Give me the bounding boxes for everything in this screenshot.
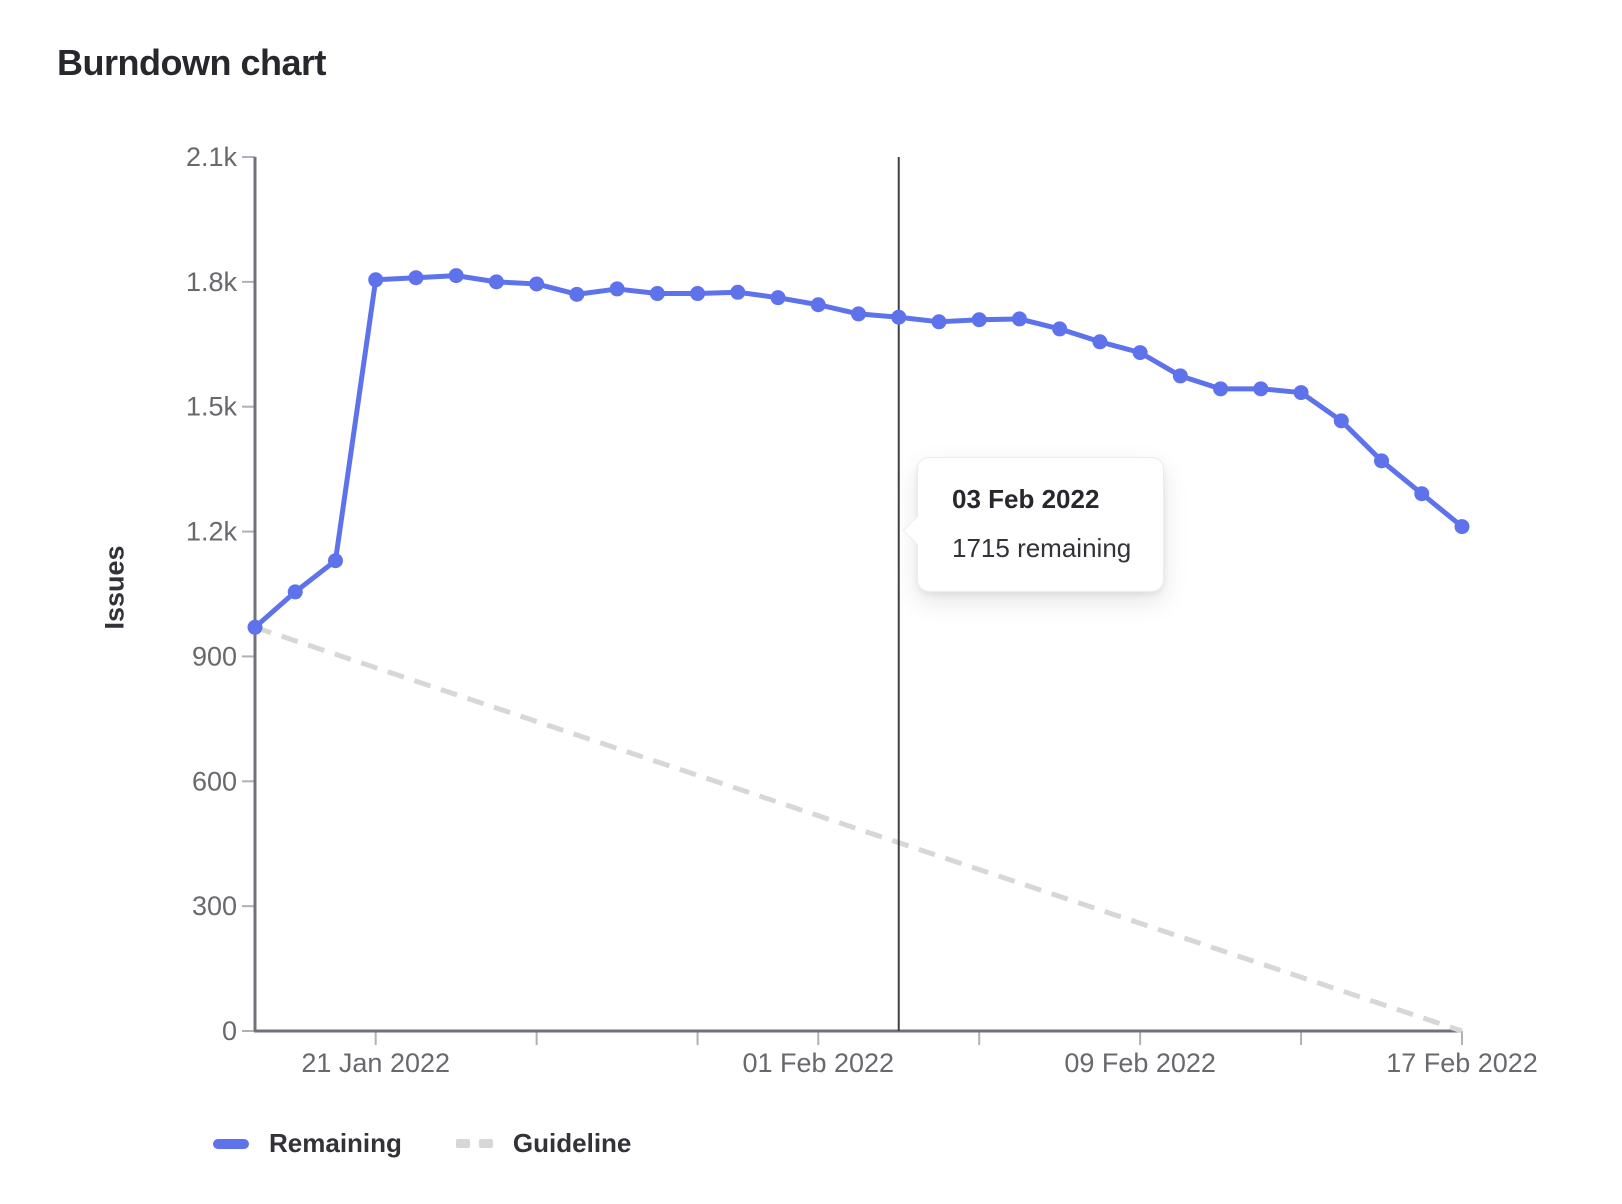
y-tick-label: 900 <box>192 641 237 671</box>
legend-label-guideline: Guideline <box>512 1128 632 1158</box>
x-tick-label: 09 Feb 2022 <box>1064 1048 1216 1078</box>
data-point-2022-02-11[interactable] <box>1213 381 1229 397</box>
y-tick-label: 0 <box>222 1016 237 1046</box>
data-point-2022-01-20[interactable] <box>327 553 343 569</box>
data-point-2022-01-28[interactable] <box>649 286 665 302</box>
data-point-2022-02-16[interactable] <box>1414 486 1430 502</box>
data-point-2022-02-03[interactable] <box>891 309 907 325</box>
remaining-series-line <box>252 273 1465 630</box>
data-point-2022-02-12[interactable] <box>1253 381 1269 397</box>
guideline-series-line <box>254 624 1463 1034</box>
y-tick-label: 300 <box>192 891 237 921</box>
tooltip-value: 1715 remaining <box>952 533 1132 563</box>
data-point-2022-02-05[interactable] <box>971 312 987 328</box>
data-point-2022-01-25[interactable] <box>529 276 545 292</box>
data-point-2022-01-31[interactable] <box>770 290 786 306</box>
x-tick-label: 01 Feb 2022 <box>742 1048 894 1078</box>
data-point-2022-02-07[interactable] <box>1052 321 1068 337</box>
data-point-2022-02-17[interactable] <box>1454 519 1470 535</box>
data-point-2022-01-18[interactable] <box>247 619 263 635</box>
data-point-2022-02-14[interactable] <box>1333 413 1349 429</box>
x-tick-label: 17 Feb 2022 <box>1386 1048 1538 1078</box>
legend-label-remaining: Remaining <box>269 1128 402 1158</box>
data-point-2022-02-06[interactable] <box>1011 311 1027 327</box>
data-point-2022-02-02[interactable] <box>851 306 866 322</box>
data-point-2022-01-30[interactable] <box>730 284 746 300</box>
y-tick-label: 1.8k <box>186 267 238 297</box>
data-point-2022-01-29[interactable] <box>690 286 706 302</box>
y-tick-label: 600 <box>192 766 237 796</box>
y-tick-label: 1.2k <box>186 517 238 547</box>
data-point-2022-02-13[interactable] <box>1293 385 1309 401</box>
data-point-2022-01-22[interactable] <box>408 270 424 286</box>
chart-tooltip: 03 Feb 2022 1715 remaining <box>902 457 1165 592</box>
data-point-2022-01-19[interactable] <box>287 584 303 600</box>
data-point-2022-01-21[interactable] <box>368 272 384 288</box>
chart-legend: Remaining Guideline <box>213 1128 631 1159</box>
data-point-2022-01-27[interactable] <box>609 281 625 297</box>
data-point-2022-01-23[interactable] <box>448 268 464 284</box>
legend-item-remaining[interactable]: Remaining <box>213 1128 402 1159</box>
data-point-2022-02-09[interactable] <box>1132 345 1148 361</box>
y-tick-label: 2.1k <box>186 142 238 172</box>
tooltip-date: 03 Feb 2022 <box>952 484 1100 514</box>
x-tick-label: 21 Jan 2022 <box>301 1048 450 1078</box>
data-point-2022-01-24[interactable] <box>488 274 504 290</box>
data-point-2022-02-15[interactable] <box>1374 453 1390 469</box>
legend-item-guideline[interactable]: Guideline <box>455 1128 632 1159</box>
data-point-2022-02-08[interactable] <box>1092 334 1108 350</box>
data-point-2022-01-26[interactable] <box>569 286 585 302</box>
data-point-2022-02-10[interactable] <box>1172 368 1188 384</box>
guideline-swatch-icon <box>455 1139 493 1148</box>
data-point-2022-02-01[interactable] <box>810 297 826 313</box>
chart-title: Burndown chart <box>57 42 327 83</box>
data-point-2022-02-04[interactable] <box>931 314 947 330</box>
y-tick-label: 1.5k <box>186 392 238 422</box>
remaining-swatch-icon <box>213 1138 249 1149</box>
